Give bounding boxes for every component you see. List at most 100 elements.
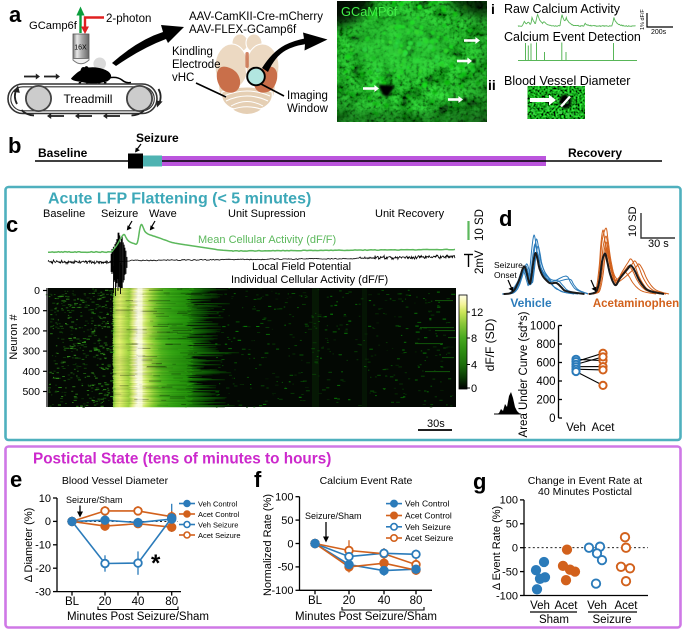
svg-text:0: 0: [471, 383, 477, 395]
svg-text:100: 100: [500, 495, 518, 507]
svg-text:Seizure: Seizure: [136, 131, 179, 145]
svg-text:16X: 16X: [74, 45, 87, 52]
svg-text:0: 0: [512, 543, 518, 555]
svg-text:Onset: Onset: [494, 270, 517, 280]
svg-text:Seizure/Sham: Seizure/Sham: [305, 511, 362, 521]
svg-text:Wave: Wave: [149, 208, 177, 220]
svg-text:Vehicle: Vehicle: [510, 296, 552, 310]
svg-text:Acet Control: Acet Control: [198, 510, 240, 519]
svg-text:Postictal State (tens of minut: Postictal State (tens of minutes to hour…: [33, 451, 331, 468]
svg-text:Normalized Rate (%): Normalized Rate (%): [262, 494, 274, 596]
svg-text:Veh: Veh: [530, 600, 550, 612]
svg-text:400: 400: [22, 366, 40, 378]
svg-text:50: 50: [506, 519, 518, 531]
svg-text:a: a: [9, 2, 22, 27]
svg-text:2-photon: 2-photon: [106, 13, 151, 25]
svg-text:g: g: [473, 469, 486, 494]
svg-text:Neuron #: Neuron #: [8, 313, 20, 359]
svg-text:Area Under Curve (sd*s): Area Under Curve (sd*s): [518, 311, 530, 437]
svg-text:f: f: [254, 467, 262, 492]
svg-text:-10: -10: [35, 540, 51, 552]
svg-text:4: 4: [471, 359, 477, 371]
svg-text:-30: -30: [35, 586, 51, 598]
svg-text:Blood Vessel Diameter: Blood Vessel Diameter: [504, 74, 630, 88]
svg-text:12: 12: [471, 307, 483, 319]
svg-text:Acet Seizure: Acet Seizure: [198, 531, 241, 540]
svg-text:ii: ii: [488, 77, 496, 93]
svg-text:0: 0: [45, 516, 51, 528]
svg-text:Treadmill: Treadmill: [64, 92, 113, 106]
svg-text:500: 500: [22, 386, 40, 398]
svg-text:Minutes Post Seizure/Sham: Minutes Post Seizure/Sham: [67, 611, 209, 623]
svg-text:Electrode: Electrode: [172, 59, 221, 71]
svg-text:400: 400: [536, 376, 555, 388]
svg-text:Seizure: Seizure: [494, 260, 523, 270]
svg-text:600: 600: [536, 358, 555, 370]
svg-text:8: 8: [471, 333, 477, 345]
svg-text:BL: BL: [65, 596, 80, 608]
svg-text:100: 100: [275, 492, 293, 504]
svg-text:Baseline: Baseline: [38, 146, 88, 160]
svg-text:Minutes Post Seizure/Sham: Minutes Post Seizure/Sham: [295, 611, 437, 623]
svg-text:GCamp6f: GCamp6f: [29, 20, 78, 32]
svg-text:50: 50: [281, 515, 293, 527]
svg-text:Acet: Acet: [554, 600, 578, 612]
svg-text:Acute LFP Flattening (< 5 minu: Acute LFP Flattening (< 5 minutes): [48, 191, 311, 208]
svg-text:0: 0: [549, 413, 555, 425]
svg-text:10 SD: 10 SD: [627, 206, 639, 237]
svg-text:c: c: [6, 212, 18, 237]
svg-text:Veh: Veh: [587, 600, 607, 612]
svg-text:Veh Seizure: Veh Seizure: [198, 520, 238, 529]
svg-text:Kindling: Kindling: [172, 46, 213, 58]
svg-text:200s: 200s: [651, 29, 667, 36]
svg-text:AAV-CamKII-Cre-mCherry: AAV-CamKII-Cre-mCherry: [189, 11, 323, 23]
svg-text:0: 0: [287, 538, 293, 550]
svg-text:0: 0: [34, 285, 40, 297]
svg-text:Δ Event Rate (%): Δ Event Rate (%): [491, 506, 503, 590]
svg-text:Sham: Sham: [539, 614, 569, 626]
svg-text:100: 100: [22, 305, 40, 317]
svg-text:-50: -50: [278, 562, 294, 574]
svg-text:30s: 30s: [427, 418, 445, 430]
svg-text:Acet: Acet: [591, 422, 615, 434]
svg-text:Window: Window: [287, 103, 329, 115]
svg-text:i: i: [491, 1, 495, 17]
svg-text:BL: BL: [308, 595, 323, 607]
svg-text:40: 40: [378, 595, 391, 607]
svg-text:Mean Cellular Activity (dF/F): Mean Cellular Activity (dF/F): [198, 234, 336, 246]
svg-text:-50: -50: [502, 566, 518, 578]
svg-text:Seizure/Sham: Seizure/Sham: [66, 495, 123, 505]
svg-text:-100: -100: [271, 585, 293, 597]
svg-text:200: 200: [22, 325, 40, 337]
svg-text:-20: -20: [35, 563, 51, 575]
svg-text:2mV: 2mV: [474, 250, 486, 274]
svg-text:30 s: 30 s: [648, 238, 669, 250]
svg-text:1000: 1000: [530, 321, 556, 333]
svg-text:20: 20: [99, 596, 112, 608]
svg-text:Veh Seizure: Veh Seizure: [405, 522, 451, 532]
svg-text:Unit Recovery: Unit Recovery: [375, 208, 445, 220]
svg-text:b: b: [8, 133, 21, 158]
svg-text:Change in Event Rate at: Change in Event Rate at: [528, 475, 642, 487]
svg-text:Acet Control: Acet Control: [405, 511, 452, 521]
svg-text:Seizure: Seizure: [101, 208, 138, 220]
svg-text:80: 80: [165, 596, 178, 608]
svg-text:1% dF/F: 1% dF/F: [640, 9, 646, 30]
svg-text:200: 200: [536, 395, 555, 407]
svg-text:Unit Supression: Unit Supression: [228, 208, 306, 220]
svg-text:Veh Control: Veh Control: [198, 499, 238, 508]
svg-text:e: e: [10, 467, 22, 492]
svg-text:80: 80: [410, 595, 423, 607]
svg-text:800: 800: [536, 339, 555, 351]
svg-text:AAV-FLEX-GCamp6f: AAV-FLEX-GCamp6f: [189, 24, 297, 36]
svg-text:300: 300: [22, 346, 40, 358]
svg-text:40: 40: [132, 596, 145, 608]
svg-text:10 SD: 10 SD: [474, 209, 486, 241]
svg-text:-100: -100: [496, 590, 518, 602]
svg-text:vHC: vHC: [172, 72, 194, 84]
svg-text:Baseline: Baseline: [43, 208, 85, 220]
svg-text:Raw Calcium Activity: Raw Calcium Activity: [504, 2, 621, 16]
svg-text:Individual Cellular Activity (: Individual Cellular Activity (dF/F): [231, 274, 388, 286]
svg-text:d: d: [499, 206, 512, 231]
svg-text:20: 20: [343, 595, 356, 607]
